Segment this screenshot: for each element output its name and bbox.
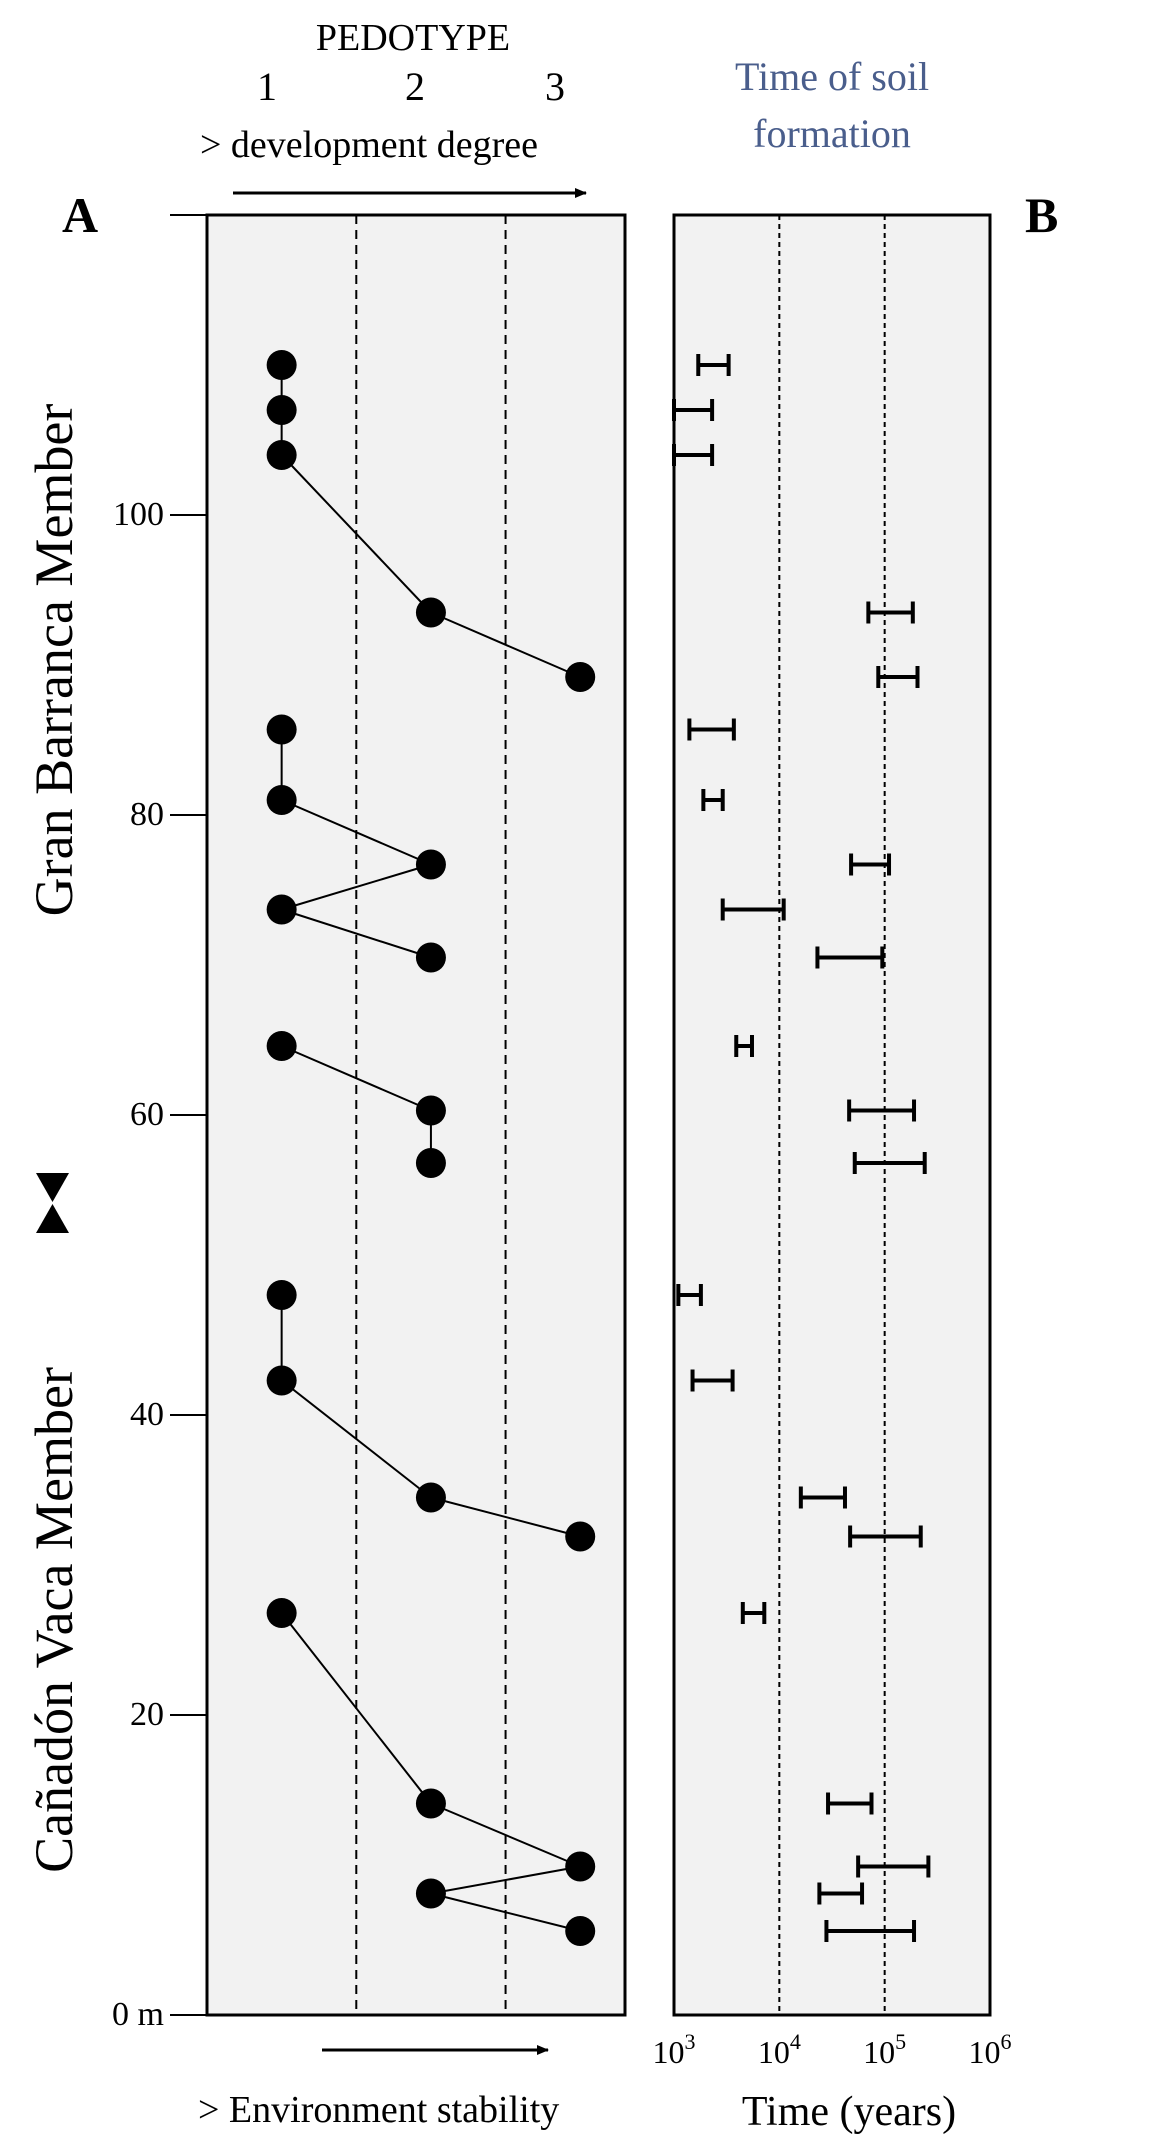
time-tick-label: 104: [758, 2029, 801, 2070]
panel-a-gridlines: [355, 215, 507, 2015]
panel-a-label: A: [62, 187, 98, 243]
time-tick-base: 10: [863, 2034, 895, 2070]
time-tick-exponent: 3: [685, 2029, 696, 2054]
stratigraphic-axis: 0 m 20 40 60 80 100: [112, 496, 207, 2033]
time-title-line2: formation: [753, 111, 911, 156]
time-tick-exponent: 4: [790, 2029, 801, 2054]
time-tick-label: 105: [863, 2029, 906, 2070]
pedotype-point: [266, 714, 297, 745]
time-tick-base: 10: [653, 2034, 685, 2070]
pedotype-connector-line: [280, 454, 432, 614]
pedotype-connector-line: [430, 1892, 581, 1932]
pedotype-point: [415, 1878, 446, 1909]
time-tick-label: 103: [653, 2029, 696, 2070]
time-title-line1: Time of soil: [735, 54, 929, 99]
time-tick-exponent: 5: [895, 2029, 906, 2054]
y-tick-label: 60: [130, 1096, 164, 1133]
time-tick-exponent: 6: [1001, 2029, 1012, 2054]
panel-b-gridlines: [778, 215, 886, 2015]
time-tick-base: 10: [969, 2034, 1001, 2070]
pedotype-connector-line: [281, 799, 432, 866]
pedotype-point: [266, 1365, 297, 1396]
pedotype-point: [266, 440, 297, 470]
time-tick-base: 10: [758, 2034, 790, 2070]
pedotype-title: PEDOTYPE: [316, 17, 510, 59]
y-tick-label: 20: [130, 1696, 164, 1733]
pedotype-point: [565, 662, 596, 692]
pedotype-connector-line: [281, 1045, 432, 1112]
pedotype-point: [565, 1851, 596, 1882]
gran-barranca-member-label: Gran Barranca Member: [24, 404, 84, 917]
pedotype-point: [415, 1788, 446, 1819]
pedotype-connector-line: [430, 611, 581, 678]
pedotype-connector-line: [430, 1802, 581, 1868]
pedotype-tick-3: 3: [545, 64, 565, 109]
panel-b-ranges: [672, 354, 931, 1942]
pedotype-connector-line: [281, 908, 432, 959]
pedotype-connector-line: [280, 1612, 432, 1805]
environment-stability-label: > Environment stability: [198, 2089, 559, 2131]
pedotype-point: [565, 1916, 596, 1946]
pedotype-tick-2: 2: [405, 64, 425, 109]
pedotype-tick-1: 1: [257, 64, 277, 109]
pedotype-point: [266, 350, 297, 380]
pedotype-point: [565, 1521, 596, 1552]
panel-a-points: [266, 350, 596, 1946]
member-boundary-triangle-down-icon: [36, 1173, 69, 1202]
pedotype-point: [266, 785, 297, 815]
y-tick-label: 40: [130, 1396, 164, 1433]
panel-b-plot-area: [672, 213, 992, 2017]
pedotype-point: [415, 942, 446, 973]
pedotype-point: [266, 1598, 297, 1628]
panel-b-x-axis: 103 104 105 106: [653, 2029, 1012, 2070]
time-axis-label: Time (years): [742, 2089, 956, 2135]
pedotype-point: [266, 1280, 297, 1310]
pedotype-point: [415, 849, 446, 880]
y-tick-label: 0 m: [112, 1996, 164, 2033]
pedotype-connector-line: [430, 1496, 581, 1538]
member-boundary-triangle-up-icon: [36, 1204, 69, 1233]
canadon-vaca-member-label: Cañadón Vaca Member: [24, 1367, 84, 1873]
y-tick-label: 80: [130, 796, 164, 833]
time-tick-label: 106: [969, 2029, 1012, 2070]
pedotype-point: [266, 395, 297, 425]
pedotype-connector-line: [281, 1379, 432, 1499]
pedotype-point: [266, 1031, 297, 1061]
pedotype-point: [415, 597, 446, 628]
y-tick-label: 100: [113, 496, 164, 533]
pedotype-point: [266, 894, 297, 925]
pedotype-point: [415, 1482, 446, 1513]
pedotype-point: [415, 1095, 446, 1126]
panel-a-plot-area: [205, 213, 627, 2017]
pedotype-connector-line: [281, 863, 432, 911]
development-degree-label: > development degree: [200, 124, 538, 166]
pedotype-point: [415, 1148, 446, 1178]
pedotype-connector-line: [430, 1865, 581, 1895]
panel-b-label: B: [1025, 187, 1058, 243]
